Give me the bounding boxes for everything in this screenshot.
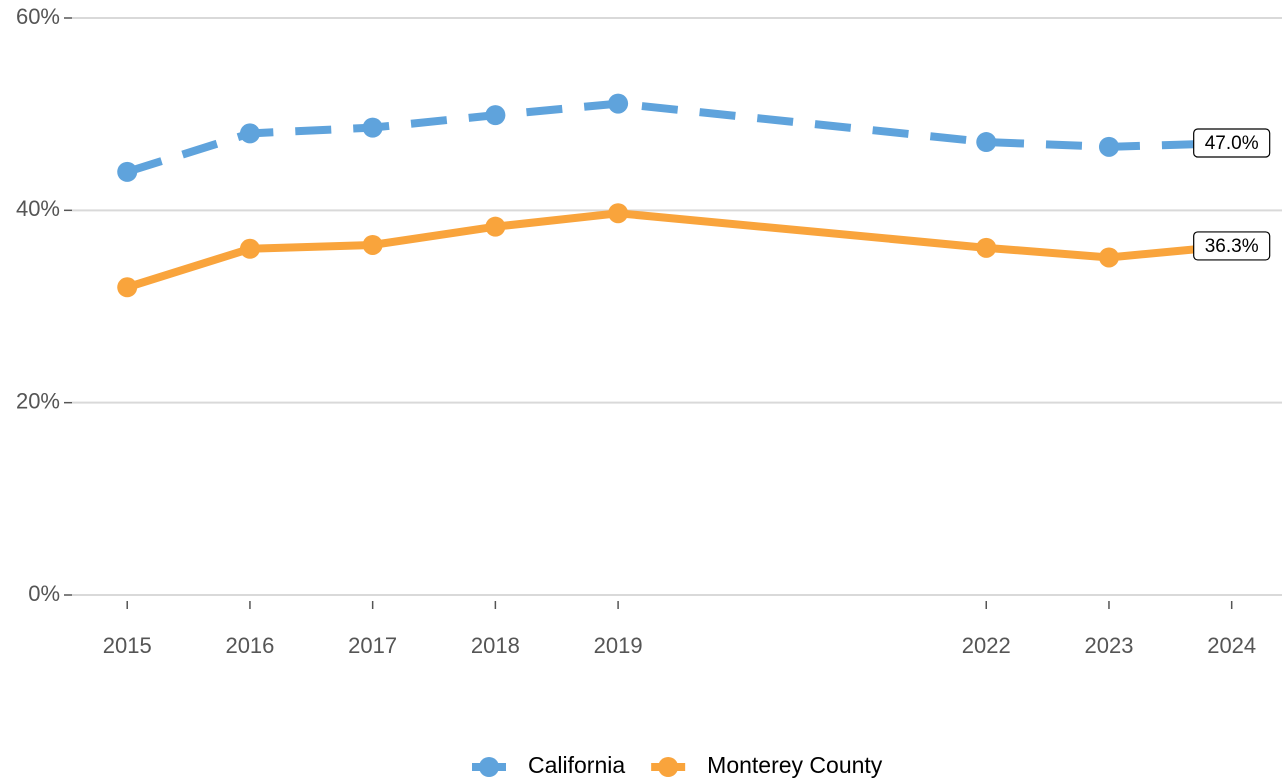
point	[976, 237, 997, 258]
point	[608, 93, 629, 114]
label-box	[1193, 231, 1271, 261]
y-tick-label: 60%	[16, 4, 60, 29]
x-tick-label: 2024	[1207, 633, 1256, 658]
data-label-text: 36.3%	[1205, 236, 1259, 257]
x-tick-label: 2018	[471, 633, 520, 658]
point	[1098, 136, 1119, 157]
point	[485, 216, 506, 237]
x-tick-label: 2015	[103, 633, 152, 658]
point	[117, 277, 138, 298]
legend-label: Monterey County	[707, 752, 883, 778]
x-tick-label: 2016	[225, 633, 274, 658]
y-tick-label: 40%	[16, 196, 60, 221]
point	[362, 117, 383, 138]
series-line	[126, 209, 1233, 292]
legend-dot	[479, 757, 499, 777]
x-tick-label: 2017	[348, 633, 397, 658]
x-tick-label: 2019	[594, 633, 643, 658]
point	[239, 238, 260, 259]
data-label-text: 47.0%	[1205, 133, 1259, 154]
point	[117, 161, 138, 182]
point	[1098, 247, 1119, 268]
data-label: 47.0%	[1193, 128, 1271, 158]
series-line	[126, 99, 1232, 176]
point	[608, 203, 629, 224]
point	[485, 105, 506, 126]
x-tick-label: 2023	[1084, 633, 1133, 658]
legend-dot	[658, 757, 679, 777]
y-tick-label: 20%	[16, 388, 60, 413]
point	[239, 123, 260, 144]
y-tick-label: 0%	[28, 581, 60, 606]
x-tick-label: 2022	[962, 633, 1011, 658]
data-label: 36.3%	[1193, 231, 1271, 261]
point	[362, 234, 383, 255]
label-box	[1193, 128, 1271, 158]
point	[976, 132, 997, 153]
legend-label: California	[528, 752, 625, 778]
